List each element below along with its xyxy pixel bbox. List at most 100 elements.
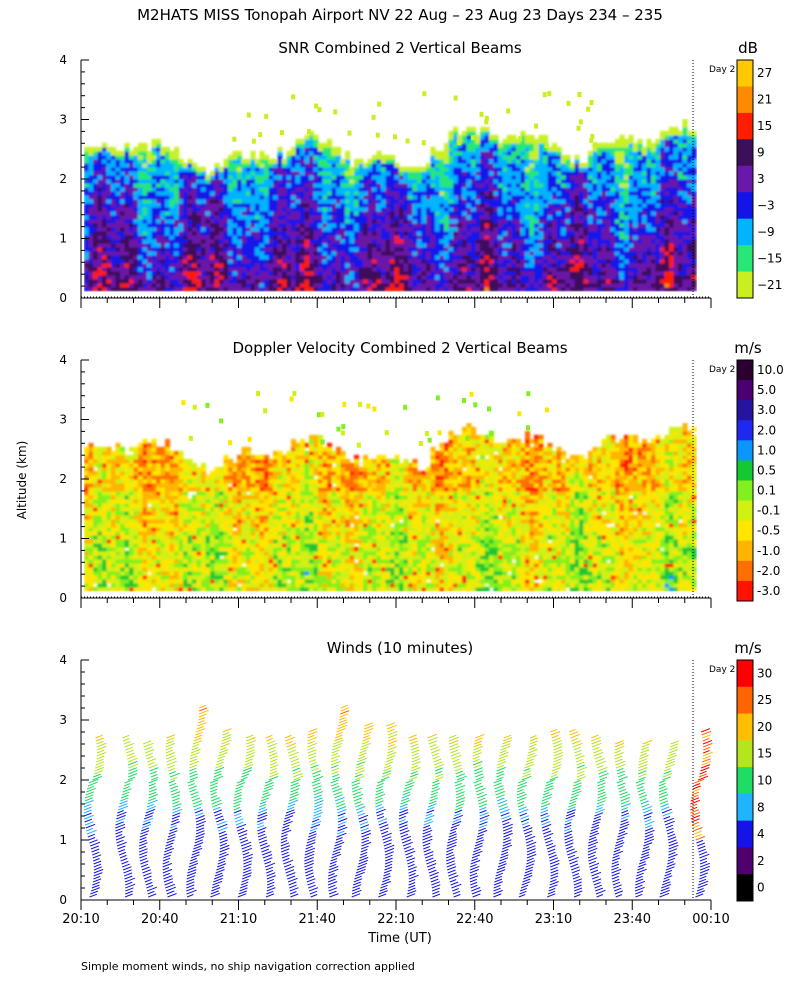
wind-barb (550, 728, 558, 733)
wind-barb (566, 812, 576, 817)
wind-barb (92, 878, 102, 883)
echo-speck (457, 140, 462, 146)
wind-barb (217, 860, 226, 865)
colorbar-swatch (737, 460, 753, 481)
wind-barb (595, 808, 605, 814)
wind-barb (235, 821, 244, 826)
wind-barb (401, 794, 411, 799)
wind-barb (446, 863, 456, 868)
wind-barb (427, 866, 436, 871)
wind-barb (188, 862, 199, 868)
wind-barb (571, 869, 581, 874)
colorbar-swatch (737, 767, 753, 795)
wind-barb (448, 872, 457, 877)
wind-barb (354, 875, 362, 880)
wind-barb (215, 761, 224, 766)
wind-barb (261, 848, 269, 853)
wind-barb (572, 785, 582, 790)
wind-barb (663, 875, 673, 880)
wind-barb (121, 860, 129, 865)
wind-barb (611, 863, 620, 868)
wind-barb (170, 788, 178, 793)
wind-barb (115, 817, 126, 823)
wind-barb (573, 779, 581, 784)
wind-barb (635, 880, 646, 886)
wind-barb (617, 773, 626, 778)
wind-barb (690, 797, 700, 802)
wind-barb (526, 845, 536, 850)
wind-barb (498, 754, 508, 760)
wind-barb (691, 791, 699, 796)
wind-barb (469, 878, 477, 883)
wind-barb (620, 818, 628, 823)
wind-barb (361, 845, 369, 850)
wind-barb (121, 794, 129, 799)
wind-barb (549, 881, 559, 886)
wind-barb (267, 742, 278, 748)
wind-barb (96, 758, 104, 763)
wind-barb (524, 830, 533, 835)
wind-barb (328, 884, 336, 889)
wind-barb (93, 872, 103, 877)
wind-barb (618, 827, 628, 832)
wind-barb (453, 893, 461, 898)
wind-barb (385, 758, 394, 763)
x-tick-label: 00:10 (692, 912, 729, 927)
wind-barb (167, 893, 177, 898)
wind-barb (140, 863, 149, 868)
wind-barb (473, 845, 483, 850)
wind-barb (187, 869, 197, 874)
wind-barb (83, 806, 92, 811)
wind-barb (660, 887, 670, 892)
wind-barb (307, 746, 315, 751)
colorbar-swatch (737, 380, 753, 401)
wind-barb (115, 826, 126, 832)
wind-barb (83, 812, 92, 817)
wind-barb (257, 824, 265, 829)
wind-barb (430, 791, 439, 796)
wind-barb (478, 800, 488, 805)
wind-barb (239, 887, 248, 892)
wind-barb (246, 746, 255, 751)
wind-barb (449, 739, 459, 745)
wind-barb (611, 872, 620, 877)
wind-barb (384, 844, 395, 850)
wind-barb (494, 785, 504, 790)
wind-barb (285, 811, 296, 817)
wind-barb (567, 806, 576, 811)
wind-barb (637, 866, 645, 871)
wind-barb (588, 860, 596, 865)
wind-barb (399, 809, 409, 814)
wind-barb (547, 893, 556, 898)
wind-barb (194, 839, 203, 844)
wind-barb (127, 760, 138, 766)
y-tick-label: 0 (59, 591, 67, 605)
wind-barb (614, 758, 623, 763)
wind-barb (639, 798, 647, 802)
wind-barb (139, 854, 147, 859)
wind-barb (573, 878, 582, 883)
wind-barb (428, 869, 437, 874)
wind-barb (614, 745, 625, 751)
wind-barb (337, 818, 348, 823)
wind-barb (148, 791, 157, 796)
wind-barb (125, 746, 133, 751)
wind-barb (661, 883, 671, 889)
wind-barb (565, 842, 574, 847)
colorbar-swatch (737, 400, 753, 421)
y-tick-label: 1 (59, 532, 67, 546)
wind-barb (382, 770, 392, 775)
wind-barb (693, 830, 702, 835)
wind-barb (694, 778, 705, 784)
wind-barb (352, 887, 361, 892)
wind-barb (455, 770, 463, 775)
wind-barb (452, 888, 459, 892)
wind-barb (445, 854, 455, 859)
wind-barb (702, 738, 710, 742)
wind-barb (618, 786, 625, 790)
wind-barb (590, 827, 600, 832)
wind-barb (84, 814, 94, 820)
wind-barb (496, 764, 505, 769)
wind-barb (430, 794, 438, 799)
wind-barb (520, 815, 530, 820)
